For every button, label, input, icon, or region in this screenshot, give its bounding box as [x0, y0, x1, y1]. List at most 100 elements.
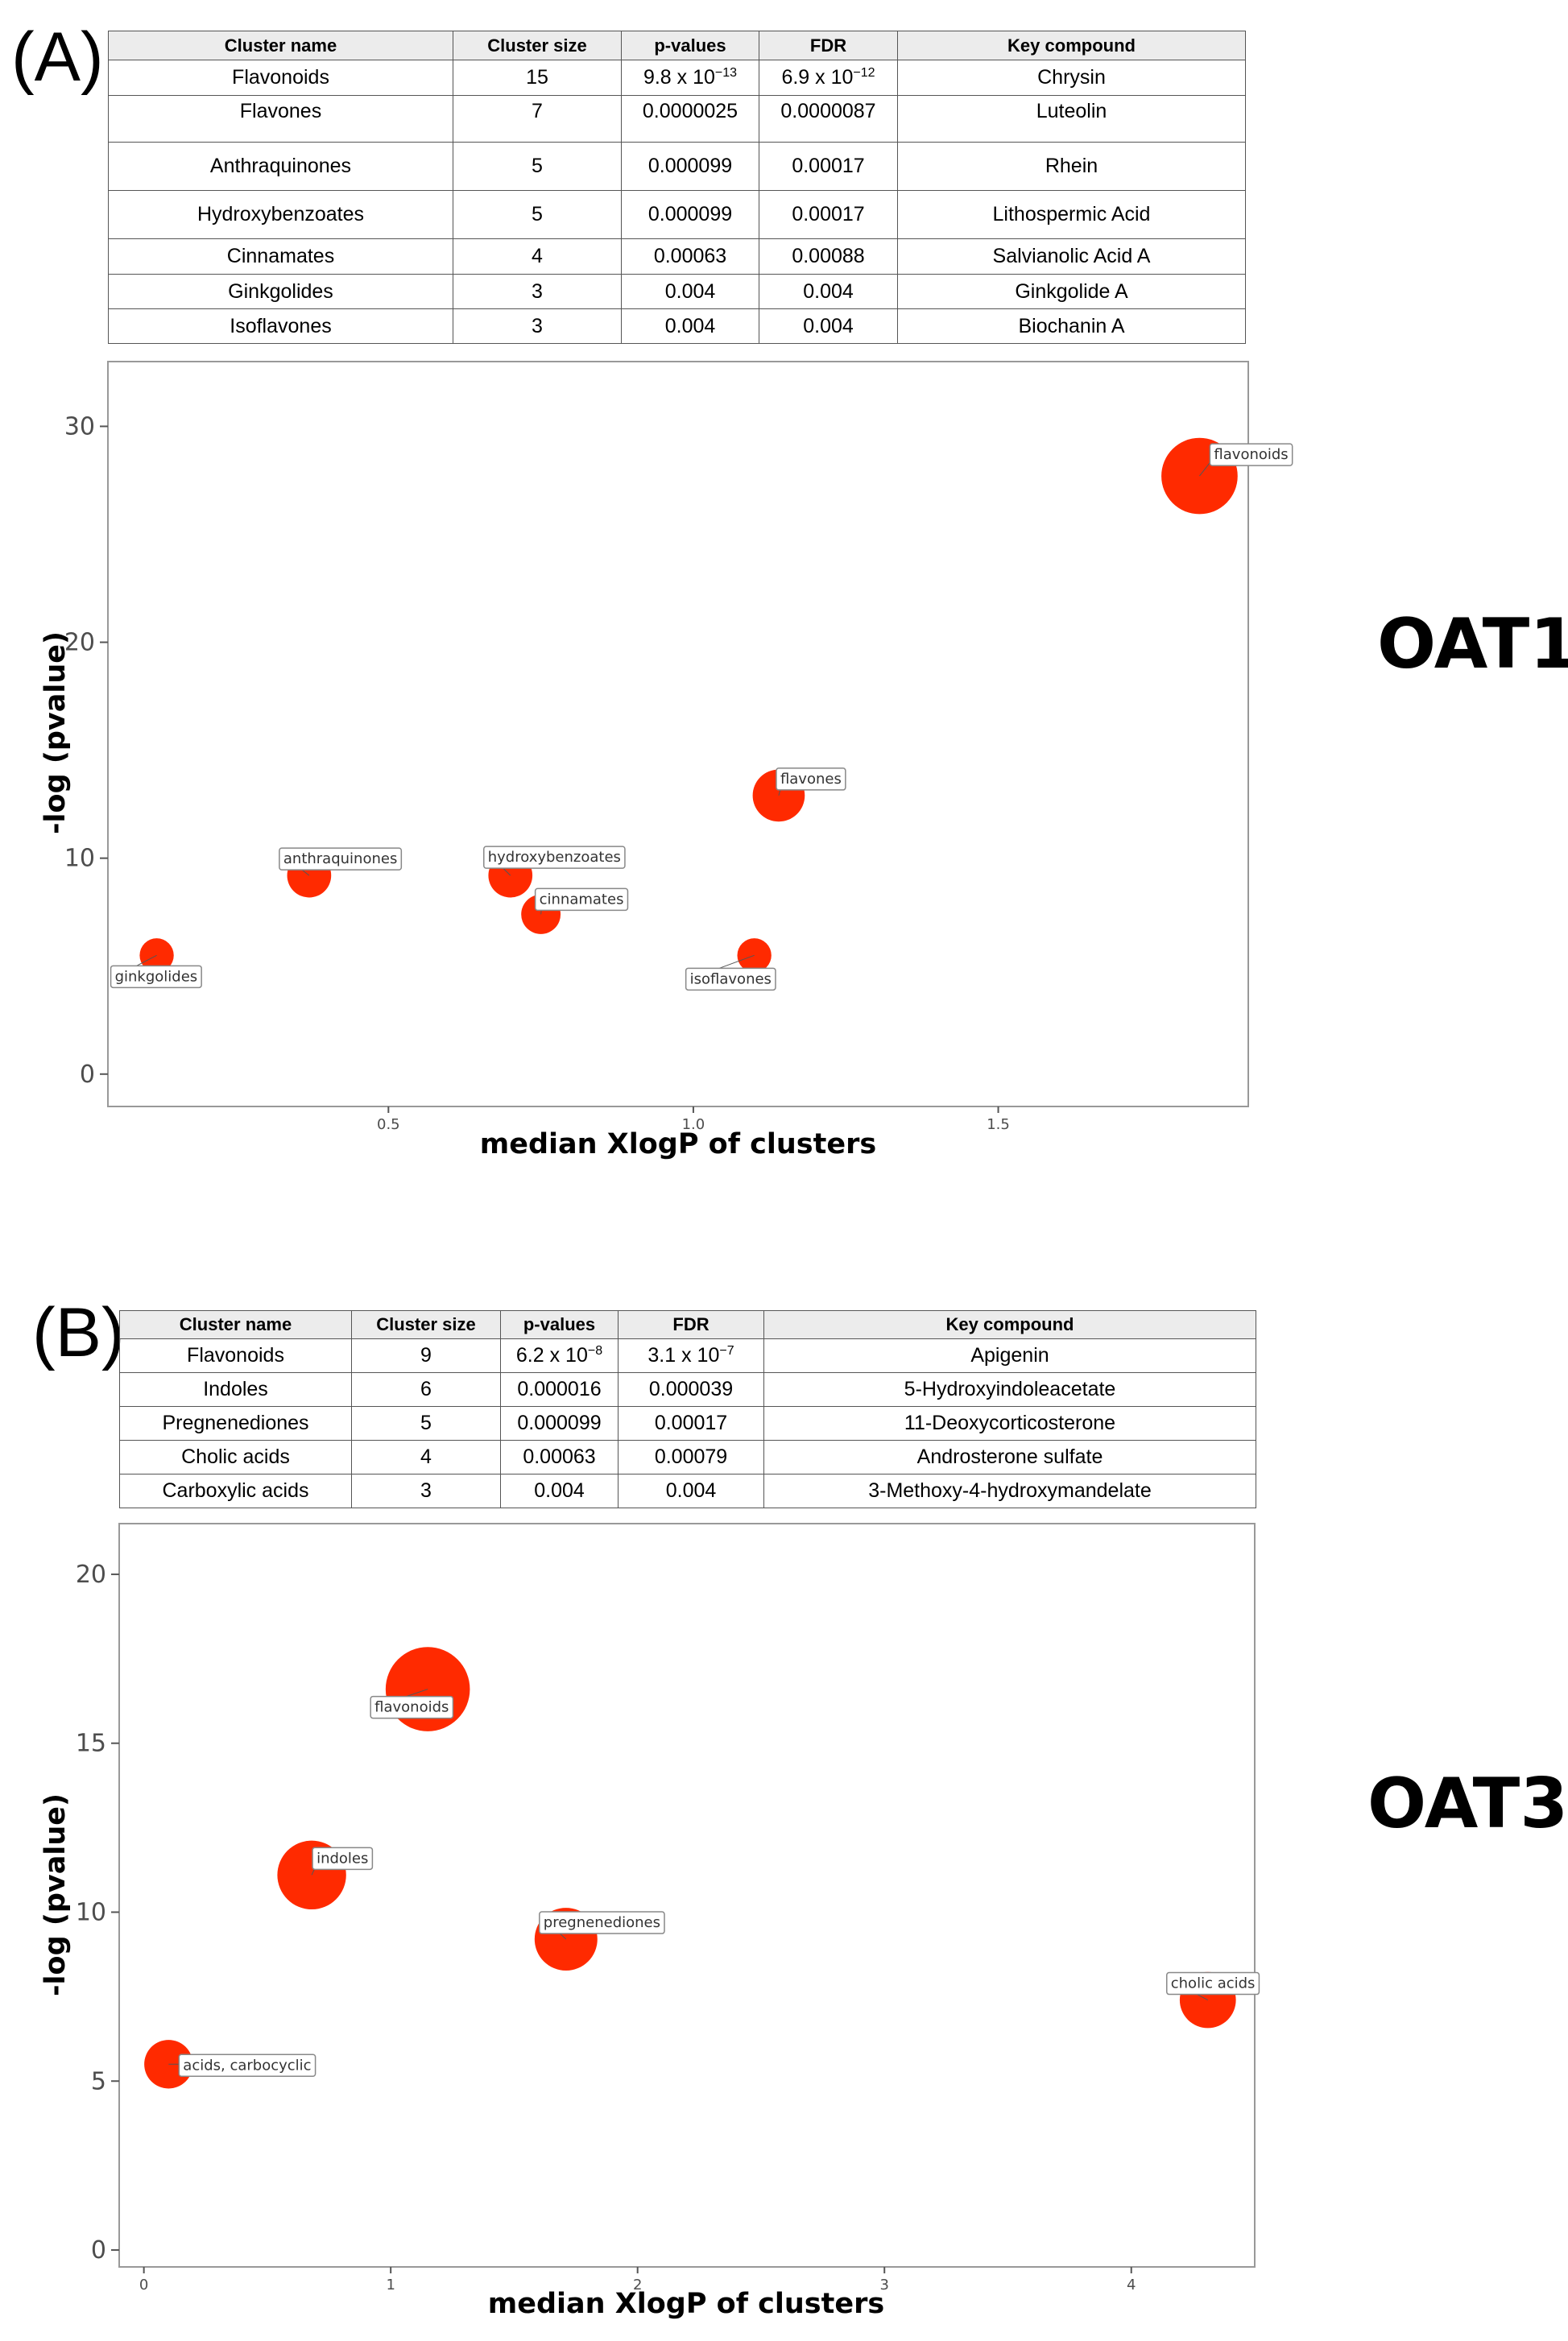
header-fdr: FDR	[618, 1310, 764, 1339]
x-tick-label: 2	[633, 2277, 642, 2293]
x-tick-label: 1	[386, 2277, 395, 2293]
label-box	[370, 1695, 454, 1719]
table-row: Cholic acids 4 0.00063 0.00079 Androster…	[119, 1440, 1256, 1474]
cell-cluster-size: 4	[453, 238, 622, 275]
label-box	[483, 846, 626, 869]
cell-key-compound: 5-Hydroxyindoleacetate	[763, 1372, 1256, 1407]
label-indoles: indoles	[311, 1847, 374, 1876]
header-p-values: p-values	[621, 31, 759, 60]
oat1-bubble-chart: 0 10 20 30 0.5 1.0 1.5 median XlogP of clusters…	[39, 361, 1293, 1160]
fdr-mantissa: 6.9 x 10	[781, 66, 854, 89]
header-cluster-name: Cluster name	[108, 31, 453, 60]
point-label-text: flavones	[780, 771, 842, 788]
x-tick-label: 3	[879, 2277, 888, 2293]
panel-a-letter: (A)	[11, 19, 104, 96]
label-cinnamates: cinnamates	[534, 887, 629, 915]
oat3-label: OAT3	[1367, 1764, 1568, 1844]
cell-p-value: 0.000099	[621, 142, 759, 191]
cell-p-value: 0.000099	[500, 1406, 619, 1441]
header-cluster-size: Cluster size	[351, 1310, 501, 1339]
cell-cluster-name: Pregnenediones	[119, 1406, 352, 1441]
y-tick-label: 0	[80, 1061, 95, 1089]
label-hydroxybenzoates: hydroxybenzoates	[483, 846, 626, 876]
table-row: Flavonoids 15 9.8 x 10−13 6.9 x 10−12 Ch…	[108, 60, 1246, 96]
x-tick-label: 4	[1127, 2277, 1136, 2293]
cell-p-value: 6.2 x 10−8	[500, 1338, 619, 1373]
x-tick-label: 0	[139, 2277, 148, 2293]
y-tick-label: 10	[64, 845, 95, 873]
point-label-text: flavonoids	[1214, 446, 1288, 463]
header-key-compound: Key compound	[763, 1310, 1256, 1339]
table-row: Indoles 6 0.000016 0.000039 5-Hydroxyind…	[119, 1372, 1256, 1407]
label-box	[539, 1911, 665, 1934]
cell-cluster-size: 15	[453, 60, 622, 96]
oat3-cluster-table: Cluster name Cluster size p-values FDR K…	[119, 1310, 1256, 1508]
cell-cluster-size: 9	[351, 1338, 501, 1373]
fdr-mantissa: 3.1 x 10	[647, 1344, 720, 1367]
fdr-exponent: −7	[719, 1344, 734, 1358]
cell-fdr: 0.004	[618, 1474, 764, 1508]
label-flavones: flavones	[776, 767, 846, 796]
cell-cluster-size: 3	[453, 308, 622, 344]
cell-key-compound: Ginkgolide A	[897, 274, 1246, 309]
cell-p-value: 0.000099	[621, 190, 759, 239]
table-row: Ginkgolides 3 0.004 0.004 Ginkgolide A	[108, 274, 1246, 309]
table-row: Hydroxybenzoates 5 0.000099 0.00017 Lith…	[108, 190, 1246, 239]
point-label-text: acids, carbocyclic	[183, 2057, 311, 2074]
cell-cluster-name: Hydroxybenzoates	[108, 190, 453, 239]
label-box	[312, 1847, 374, 1871]
y-tick-label: 5	[91, 2067, 106, 2095]
table-row: Flavones 7 0.0000025 0.0000087 Luteolin	[108, 95, 1246, 143]
cell-cluster-name: Anthraquinones	[108, 142, 453, 191]
p-value-exponent: −8	[587, 1344, 603, 1358]
table-row: Carboxylic acids 3 0.004 0.004 3-Methoxy…	[119, 1474, 1256, 1508]
cell-fdr: 0.004	[759, 308, 898, 344]
panel-b-letter: (B)	[32, 1294, 125, 1371]
x-tick-label: 1.5	[987, 1116, 1010, 1133]
x-axis-title: median XlogP of clusters	[488, 2288, 884, 2320]
point-label-text: ginkgolides	[115, 968, 198, 985]
p-value-mantissa: 6.2 x 10	[515, 1344, 588, 1367]
cell-cluster-size: 3	[351, 1474, 501, 1508]
label-flavonoids: flavonoids	[1199, 443, 1293, 477]
label-box	[178, 2054, 316, 2078]
y-tick-label: 0	[91, 2236, 106, 2264]
point-label-text: anthraquinones	[283, 850, 397, 867]
table-row: Isoflavones 3 0.004 0.004 Biochanin A	[108, 308, 1246, 344]
y-axis-title: -log (pvalue)	[39, 1793, 72, 1996]
y-axis-title: -log (pvalue)	[39, 631, 72, 834]
label-box	[110, 965, 202, 989]
x-tick-label: 1.0	[682, 1116, 705, 1133]
cell-fdr: 0.00088	[759, 238, 898, 275]
cell-fdr: 0.004	[759, 274, 898, 309]
table-row: Flavonoids 9 6.2 x 10−8 3.1 x 10−7 Apige…	[119, 1338, 1256, 1373]
cell-cluster-name: Flavones	[108, 95, 453, 143]
cell-key-compound: 3-Methoxy-4-hydroxymandelate	[763, 1474, 1256, 1508]
label-box	[534, 887, 629, 912]
cell-cluster-name: Carboxylic acids	[119, 1474, 352, 1508]
cell-cluster-name: Ginkgolides	[108, 274, 453, 309]
table-row: Pregnenediones 5 0.000099 0.00017 11-Deo…	[119, 1406, 1256, 1441]
cell-cluster-size: 5	[351, 1406, 501, 1441]
p-value-exponent: −13	[714, 66, 738, 80]
cell-p-value: 0.00063	[500, 1440, 619, 1474]
point-label-text: hydroxybenzoates	[488, 849, 621, 866]
cell-p-value: 0.004	[500, 1474, 619, 1508]
label-box	[776, 767, 846, 791]
cell-p-value: 0.000016	[500, 1372, 619, 1407]
header-cluster-name: Cluster name	[119, 1310, 352, 1339]
cell-fdr: 0.000039	[618, 1372, 764, 1407]
p-value-mantissa: 9.8 x 10	[643, 66, 715, 89]
cell-cluster-name: Cholic acids	[119, 1440, 352, 1474]
cell-cluster-size: 3	[453, 274, 622, 309]
point-label-text: flavonoids	[374, 1699, 449, 1716]
cell-p-value: 0.004	[621, 274, 759, 309]
y-tick-label: 30	[64, 412, 95, 440]
point-label-text: cholic acids	[1171, 1975, 1256, 1992]
cell-cluster-size: 5	[453, 190, 622, 239]
point-label-text: cinnamates	[540, 891, 624, 908]
cell-fdr: 0.00079	[618, 1440, 764, 1474]
point-label-text: pregnenediones	[544, 1914, 660, 1931]
x-tick-label: 0.5	[377, 1116, 400, 1133]
oat1-label: OAT1	[1377, 604, 1568, 685]
